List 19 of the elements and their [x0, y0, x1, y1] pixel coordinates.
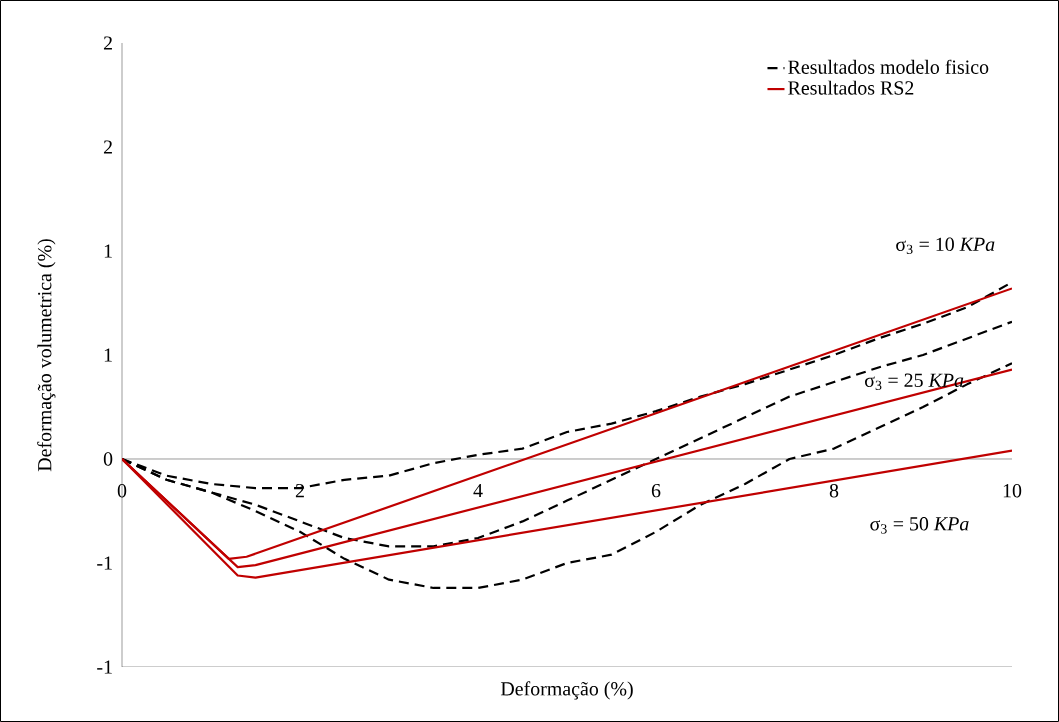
x-tick-label: 4 [473, 483, 483, 498]
x-tick-label: 8 [829, 483, 839, 498]
y-axis-title: Deformação volumetrica (%) [37, 239, 56, 472]
x-tick-label: 6 [651, 483, 661, 498]
y-tick-label: -1 [97, 660, 112, 674]
y-tick-label: 2 [103, 140, 112, 154]
x-tick-label: 10 [1003, 483, 1022, 498]
y-tick-label: -1 [97, 556, 112, 570]
legend-label: Resultados RS2 [788, 80, 914, 95]
x-axis-title: Deformação (%) [500, 681, 633, 700]
legend-label: Resultados modelo fisico [788, 59, 989, 74]
y-tick-label: 1 [104, 244, 112, 258]
annotation: σ$_{3}$ = 10 KPa [896, 237, 995, 255]
y-tick-label: 0 [103, 452, 113, 466]
annotation: σ$_{3}$ = 50 KPa [870, 517, 969, 534]
annotation: σ$_{3}$ = 25 KPa [865, 373, 964, 391]
y-tick-label: 1 [104, 348, 112, 362]
x-tick-label: 0 [117, 483, 127, 498]
y-tick-label: 2 [103, 36, 112, 50]
